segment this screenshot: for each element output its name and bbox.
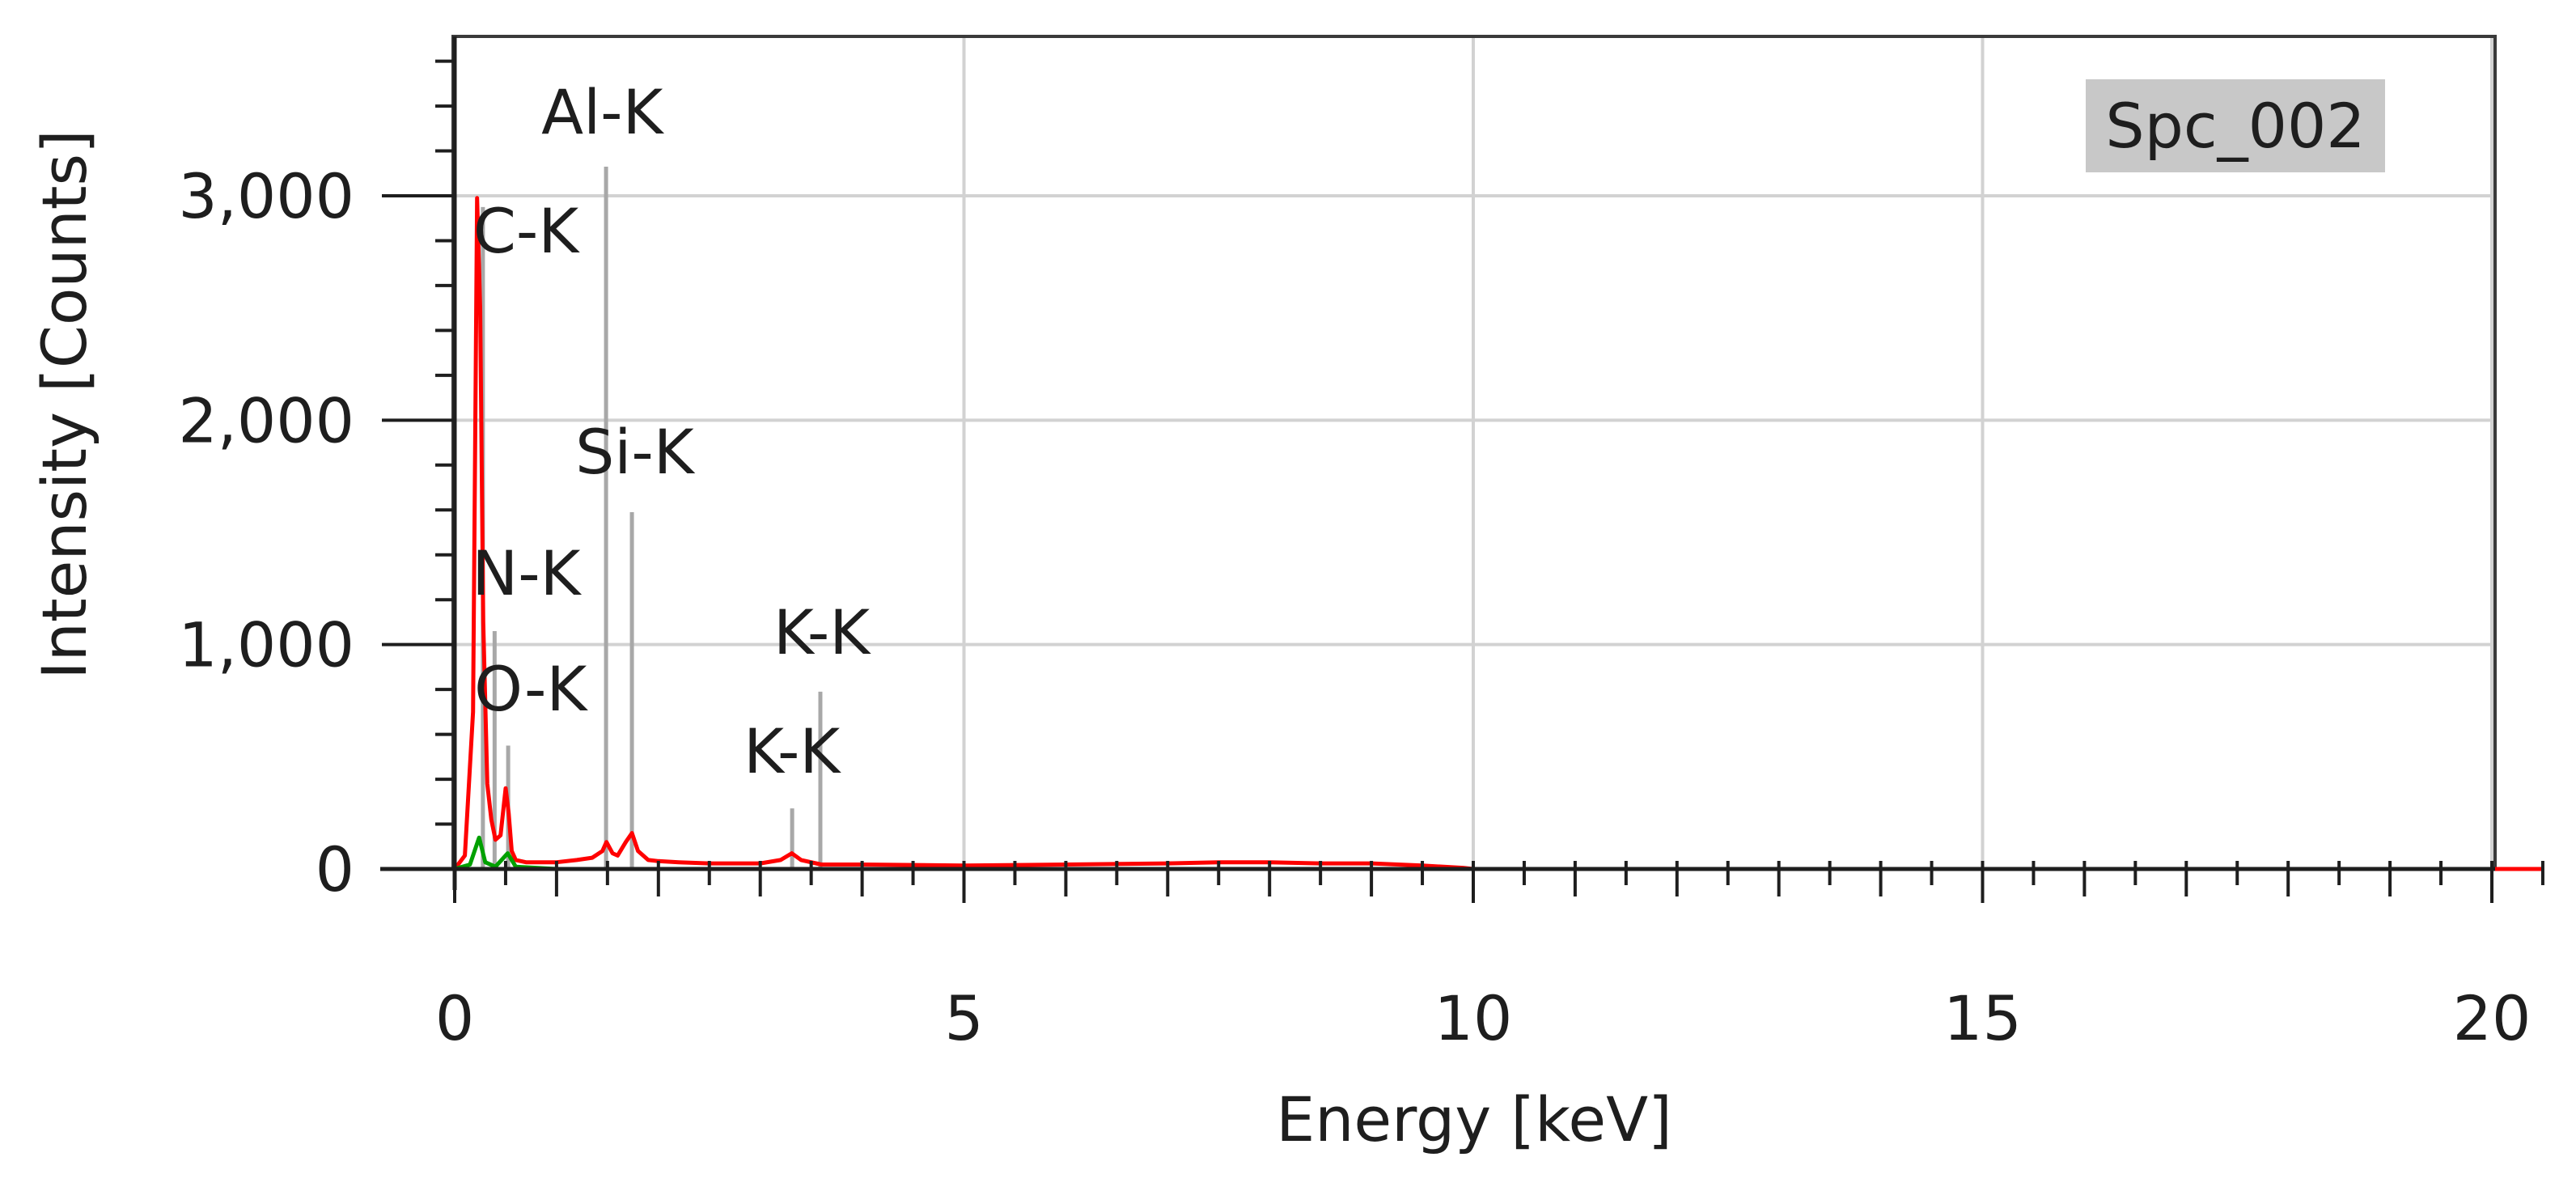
peak-label: Si-K xyxy=(575,416,696,488)
x-tick-label: 15 xyxy=(1943,982,2022,1054)
y-tick-label: 3,000 xyxy=(178,160,354,232)
y-tick-label: 2,000 xyxy=(178,384,354,456)
axes: 0 5 10 15 20 0 1,000 2,000 3,000 xyxy=(178,36,2544,1054)
peak-label: O-K xyxy=(474,653,588,725)
x-tick-label: 5 xyxy=(944,982,983,1054)
y-axis-title: Intensity [Counts] xyxy=(28,129,100,680)
x-tick-label: 0 xyxy=(435,982,474,1054)
peak-labels: C-K N-K O-K Al-K Si-K K-K K-K xyxy=(472,76,871,787)
peak-label: C-K xyxy=(473,195,580,267)
peak-label: Al-K xyxy=(541,76,665,148)
x-axis-title: Energy [keV] xyxy=(1276,1083,1672,1155)
y-tick-label: 1,000 xyxy=(178,609,354,681)
x-tick-label: 20 xyxy=(2453,982,2532,1054)
peak-label: N-K xyxy=(472,537,582,609)
y-tick-label: 0 xyxy=(316,833,354,905)
x-tick-label: 10 xyxy=(1434,982,1513,1054)
peak-label: K-K xyxy=(744,715,841,787)
peak-label: K-K xyxy=(773,596,871,668)
legend-text: Spc_002 xyxy=(2105,90,2365,162)
gridlines xyxy=(453,36,2495,869)
legend-box: Spc_002 xyxy=(2086,79,2385,172)
legend-background xyxy=(2086,79,2385,172)
